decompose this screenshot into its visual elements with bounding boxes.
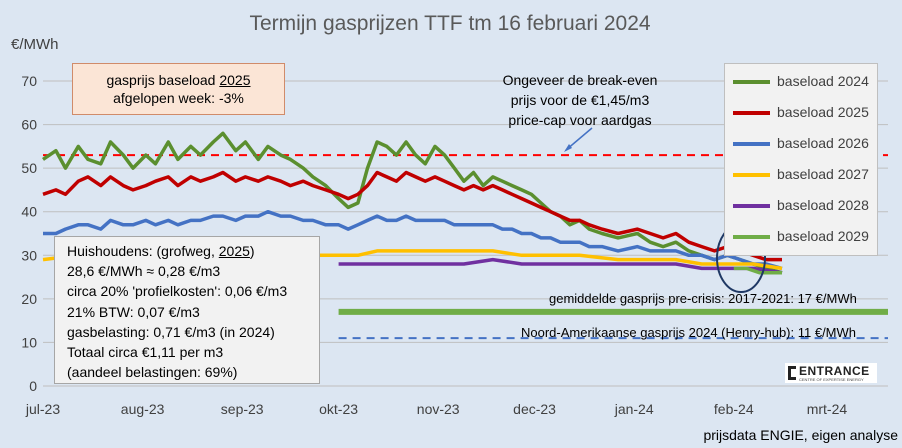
series-line <box>43 209 783 271</box>
legend-item: baseload 2029 <box>733 226 883 246</box>
price-cap-note-line: prijs voor de €1,45/m3 <box>511 92 650 108</box>
series-line <box>733 266 782 275</box>
legend-label: baseload 2027 <box>777 166 869 182</box>
legend-item: baseload 2028 <box>733 195 883 215</box>
y-tick-label: 70 <box>21 73 37 89</box>
households-line: (aandeel belastingen: 69%) <box>67 364 238 381</box>
legend-swatch <box>733 80 770 84</box>
x-tick-label: dec-23 <box>513 401 556 417</box>
legend-swatch <box>733 204 770 208</box>
entrance-logo-tagline: CENTRE OF EXPERTISE ENERGY <box>799 377 864 382</box>
legend-label: baseload 2024 <box>777 73 869 89</box>
y-tick-label: 60 <box>21 117 37 133</box>
x-tick-label: okt-23 <box>319 401 358 417</box>
y-axis-label: €/MWh <box>11 36 59 53</box>
series-line <box>42 170 782 262</box>
x-tick-label: nov-23 <box>417 401 460 417</box>
x-tick-label: jan-24 <box>614 401 654 417</box>
households-line: circa 20% 'profielkosten': 0,06 €/m3 <box>67 283 288 300</box>
legend-swatch <box>733 235 770 239</box>
legend-item: baseload 2026 <box>733 133 883 153</box>
legend-item: baseload 2027 <box>733 164 883 184</box>
x-tick-label: feb-24 <box>714 401 754 417</box>
chart-legend: baseload 2024 baseload 2025 baseload 2026 b… <box>724 63 878 256</box>
x-tick-label: aug-23 <box>121 401 165 417</box>
households-heading-year: 2025 <box>218 243 250 259</box>
callout-line2: afgelopen week: -3% <box>113 90 244 106</box>
henry-hub-label: Noord-Amerikaanse gasprijs 2024 (Henry-h… <box>521 325 856 340</box>
households-box: Huishoudens: (grofweg, 2025) 28,6 €/MWh … <box>54 236 320 384</box>
legend-label: baseload 2028 <box>777 197 869 213</box>
households-line: Totaal circa €1,11 per m3 <box>67 344 224 361</box>
legend-item: baseload 2024 <box>733 71 883 91</box>
households-line: gasbelasting: 0,71 €/m3 (in 2024) <box>67 323 275 340</box>
x-tick-label: mrt-24 <box>807 401 848 417</box>
source-note: prijsdata ENGIE, eigen analyse <box>703 427 898 443</box>
legend-label: baseload 2025 <box>777 104 869 120</box>
price-cap-note-line: Ongeveer de break-even <box>503 72 658 88</box>
y-tick-label: 20 <box>21 291 37 307</box>
households-line: 21% BTW: 0,07 €/m3 <box>67 303 200 320</box>
households-heading-prefix: Huishoudens: (grofweg, <box>67 243 219 259</box>
price-cap-arrow-head <box>564 144 572 152</box>
legend-swatch <box>733 111 770 115</box>
pre-crisis-label: gemiddelde gasprijs pre-crisis: 2017-202… <box>549 291 857 306</box>
households-heading: Huishoudens: (grofweg, 2025) <box>67 241 319 261</box>
callout-year: 2025 <box>219 72 251 88</box>
entrance-logo-name: ENTRANCE <box>799 364 870 378</box>
y-tick-label: 10 <box>21 334 37 350</box>
y-tick-label: 40 <box>21 204 37 220</box>
households-heading-suffix: ) <box>249 243 255 259</box>
households-line: 28,6 €/MWh ≈ 0,28 €/m3 <box>67 263 221 280</box>
entrance-logo-mark <box>788 366 796 380</box>
y-tick-label: 0 <box>29 378 37 394</box>
series-line <box>42 131 783 275</box>
price-cap-note-line: price-cap voor aardgas <box>508 112 651 128</box>
entrance-logo: ENTRANCE CENTRE OF EXPERTISE ENERGY <box>785 363 877 383</box>
legend-label: baseload 2029 <box>777 228 869 244</box>
x-tick-label: jul-23 <box>25 401 60 417</box>
weekly-change-callout: gasprijs baseload 2025 afgelopen week: -… <box>72 63 285 115</box>
legend-swatch <box>733 142 770 146</box>
legend-item: baseload 2025 <box>733 102 883 122</box>
y-tick-label: 50 <box>21 160 37 176</box>
callout-line1: gasprijs baseload <box>106 72 216 88</box>
legend-swatch <box>733 173 770 177</box>
y-tick-label: 30 <box>21 247 37 263</box>
chart-title: Termijn gasprijzen TTF tm 16 februari 20… <box>249 12 650 35</box>
series-line <box>338 257 783 275</box>
x-tick-label: sep-23 <box>221 401 264 417</box>
legend-label: baseload 2026 <box>777 135 869 151</box>
